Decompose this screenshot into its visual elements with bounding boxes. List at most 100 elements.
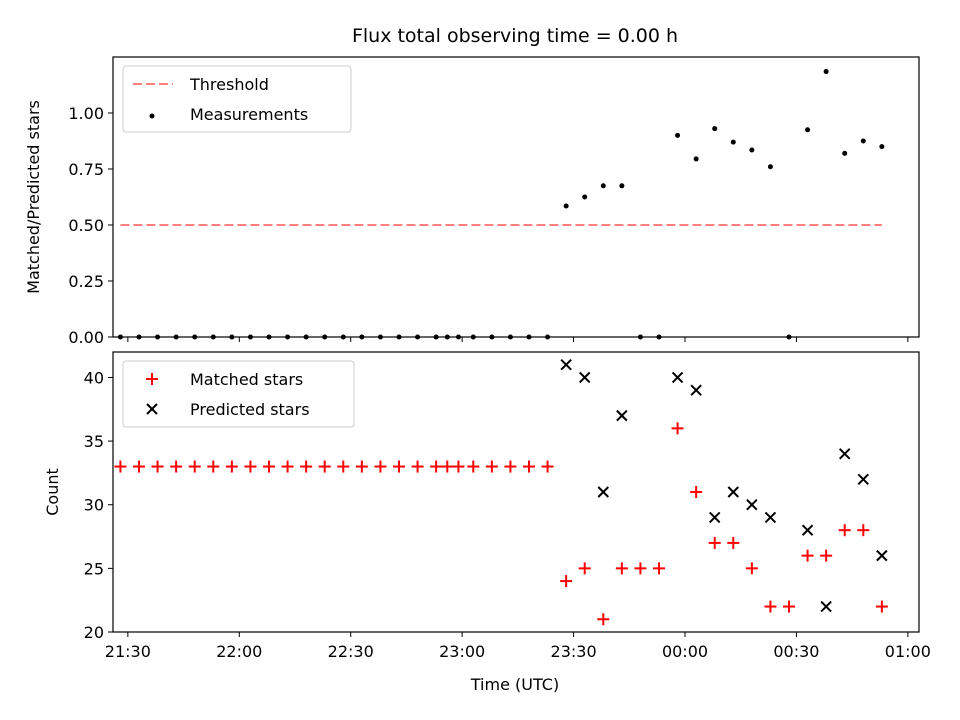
matched-star-point	[615, 562, 628, 575]
matched-star-point	[504, 460, 517, 473]
count-y-tick-label: 40	[84, 368, 104, 387]
measurement-point	[340, 334, 346, 340]
predicted-star-point	[764, 511, 777, 524]
measurements-series	[117, 69, 885, 340]
matched-star-point	[188, 460, 201, 473]
measurement-point	[136, 334, 142, 340]
matched-star-point	[374, 460, 387, 473]
predicted-star-point	[579, 371, 591, 384]
measurement-point	[749, 147, 755, 153]
matched-star-point	[133, 460, 145, 473]
matched-star-point	[671, 422, 684, 435]
measurement-point	[155, 334, 161, 340]
ratio-y-tick-label: 1.00	[68, 104, 104, 123]
count-x-tick-label: 23:00	[439, 642, 485, 661]
measurement-point	[675, 132, 681, 138]
measurement-point	[266, 334, 272, 340]
measurement-point	[842, 150, 848, 156]
matched-star-point	[244, 460, 257, 473]
matched-stars-series	[114, 422, 888, 626]
ratio-x-ticks	[127, 337, 909, 342]
legend-measurements-swatch	[149, 113, 155, 119]
measurement-point	[507, 334, 513, 340]
predicted-star-point	[616, 409, 628, 422]
matched-star-point	[727, 536, 740, 549]
measurement-point	[377, 334, 383, 340]
matched-star-point	[485, 460, 498, 473]
measurement-point	[455, 334, 461, 340]
matched-star-point	[541, 460, 554, 473]
measurement-point	[786, 334, 792, 340]
ratio-legend-box	[122, 65, 352, 133]
matched-star-point	[523, 460, 535, 473]
measurement-point	[563, 203, 569, 209]
count-x-tick-label: 23:30	[551, 642, 597, 661]
measurement-point	[860, 138, 866, 144]
ratio-y-tick-label: 0.75	[68, 160, 104, 179]
count-y-tick-label: 35	[84, 432, 104, 451]
measurement-point	[489, 334, 495, 340]
measurement-point	[229, 334, 235, 340]
matched-star-point	[597, 613, 610, 626]
matched-star-point	[820, 549, 833, 562]
matched-star-point	[578, 562, 591, 575]
predicted-stars-series	[560, 359, 888, 613]
measurement-point	[693, 156, 699, 162]
count-y-tick-label: 20	[84, 623, 104, 642]
measurement-point	[359, 334, 365, 340]
x-axis-label: Time (UTC)	[470, 675, 559, 694]
count-y-tick-label: 30	[84, 496, 104, 515]
measurement-point	[117, 334, 123, 340]
matched-star-point	[430, 460, 443, 473]
count-legend-box	[122, 360, 355, 428]
predicted-star-point	[709, 511, 721, 524]
matched-star-point	[783, 600, 795, 613]
measurement-point	[637, 334, 643, 340]
measurement-point	[582, 194, 588, 200]
matched-star-point	[318, 460, 331, 473]
measurement-point	[879, 144, 885, 150]
measurement-point	[712, 126, 718, 132]
measurement-point	[322, 334, 328, 340]
predicted-star-point	[857, 473, 869, 485]
matched-star-point	[745, 562, 758, 575]
matched-star-point	[355, 460, 368, 473]
matched-star-point	[708, 536, 721, 549]
measurement-point	[470, 334, 476, 340]
ratio-y-tick-label: 0.50	[68, 216, 104, 235]
matched-star-point	[467, 460, 480, 473]
matched-star-point	[801, 549, 814, 562]
measurement-point	[192, 334, 198, 340]
ratio-y-tick-label: 0.25	[68, 272, 104, 291]
matched-star-point	[560, 575, 573, 588]
matched-star-point	[225, 460, 238, 473]
count-x-ticks: 21:30 22:00 22:30 23:00 23:30 00:00 00:30 01:00	[105, 632, 931, 661]
count-x-tick-label: 00:00	[662, 642, 708, 661]
matched-star-point	[300, 460, 313, 473]
matched-star-point	[857, 524, 870, 537]
count-y-tick-label: 25	[84, 559, 104, 578]
predicted-star-point	[560, 359, 572, 371]
ratio-legend: Threshold Measurements	[122, 65, 352, 133]
count-y-axis-label: Count	[43, 468, 62, 516]
predicted-star-point	[597, 486, 609, 498]
matched-star-point	[263, 460, 275, 473]
predicted-star-point	[727, 486, 739, 498]
measurement-point	[823, 69, 829, 75]
legend-threshold-label: Threshold	[189, 75, 269, 94]
count-y-ticks: 20 25 30 35 40	[84, 368, 113, 642]
predicted-star-point	[820, 600, 832, 613]
matched-star-point	[151, 460, 164, 473]
legend-predicted-swatch	[146, 403, 158, 415]
measurement-point	[415, 334, 421, 340]
count-legend: Matched stars Predicted stars	[122, 360, 355, 428]
measurement-point	[433, 334, 439, 340]
matched-star-point	[281, 460, 294, 473]
predicted-star-point	[671, 371, 684, 384]
ratio-y-tick-label: 0.00	[68, 328, 104, 347]
count-panel: 20 25 30 35 40 21:30 22:00 22:30 23:00 23:30 00:0…	[43, 351, 931, 694]
ratio-y-axis-label: Matched/Predicted stars	[24, 100, 43, 294]
ratio-y-ticks: 0.00 0.25 0.50 0.75 1.00	[68, 104, 113, 347]
ratio-panel: 0.00 0.25 0.50 0.75 1.00 Matched/Predicted s…	[24, 56, 920, 347]
